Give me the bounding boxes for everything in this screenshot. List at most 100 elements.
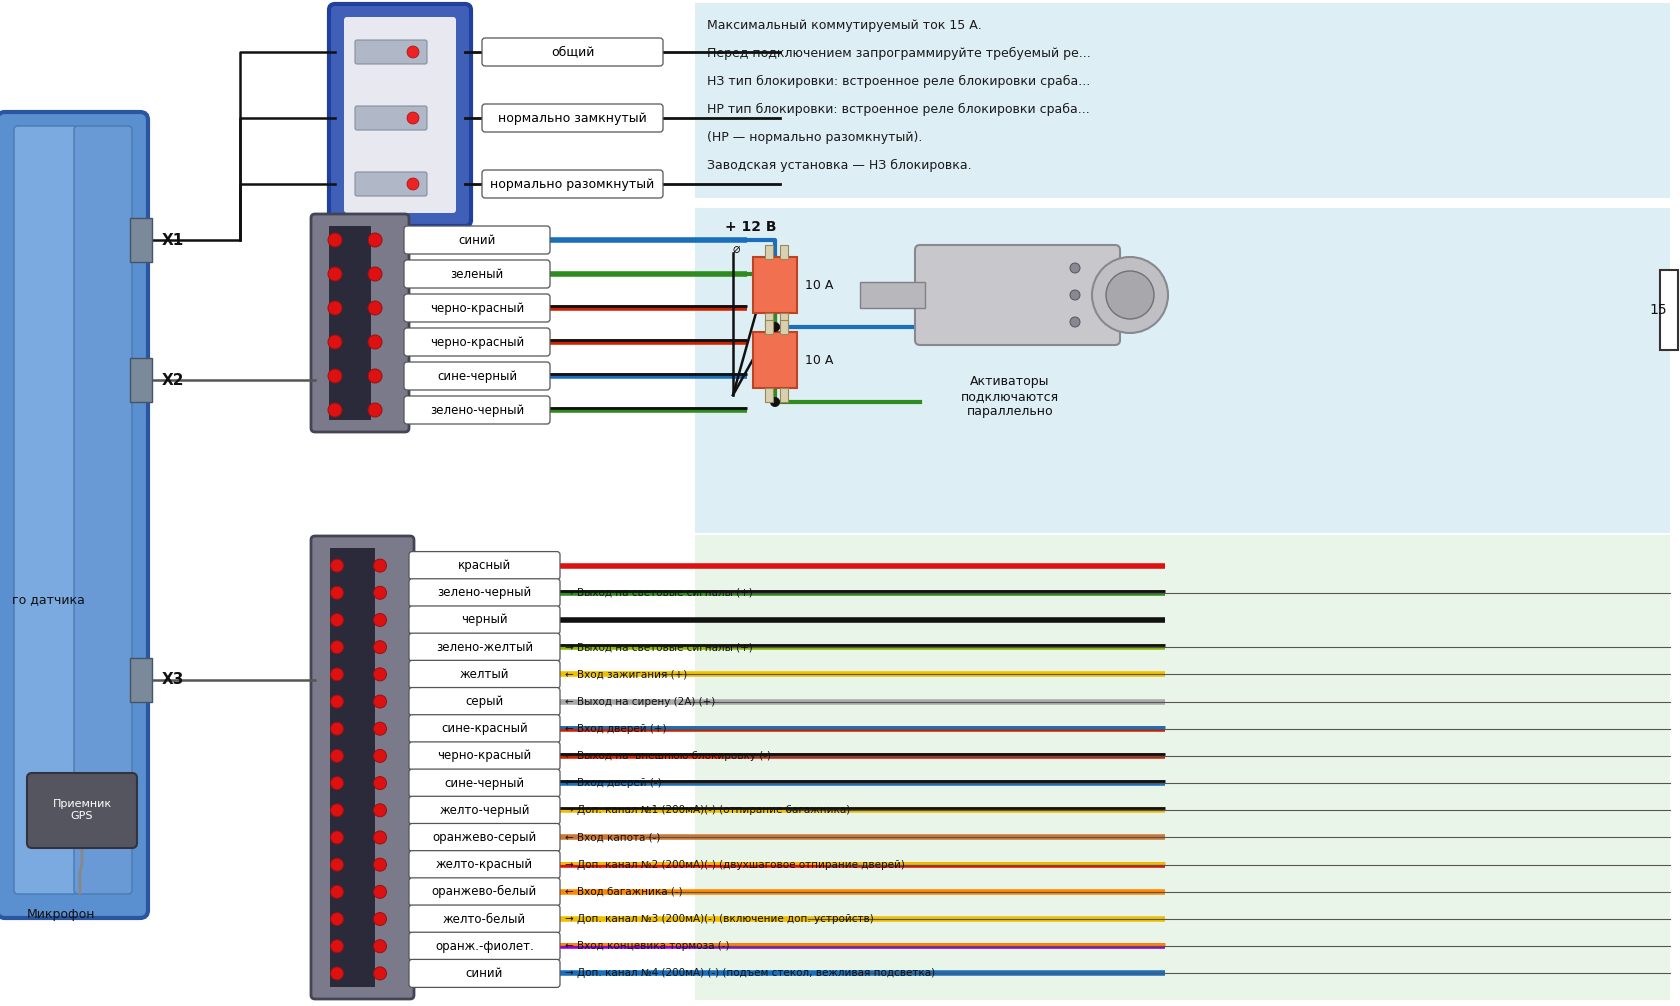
Text: оранжево-белый: оранжево-белый <box>432 885 538 898</box>
FancyBboxPatch shape <box>482 104 662 132</box>
Text: сине-красный: сине-красный <box>440 722 528 735</box>
FancyBboxPatch shape <box>403 396 549 424</box>
Bar <box>329 226 371 420</box>
Text: ← Выход на сирену (2А) (+): ← Выход на сирену (2А) (+) <box>564 696 714 706</box>
Circle shape <box>373 967 386 980</box>
Circle shape <box>373 559 386 572</box>
FancyBboxPatch shape <box>403 260 549 288</box>
Circle shape <box>331 804 343 817</box>
FancyBboxPatch shape <box>403 362 549 390</box>
Text: нормально замкнутый: нормально замкнутый <box>497 112 647 125</box>
Text: черный: черный <box>460 614 507 627</box>
Bar <box>329 548 375 987</box>
Bar <box>780 245 788 259</box>
Circle shape <box>373 641 386 654</box>
FancyBboxPatch shape <box>0 112 148 918</box>
FancyBboxPatch shape <box>408 578 559 607</box>
Circle shape <box>407 112 418 124</box>
Bar <box>753 257 796 313</box>
Text: НЗ тип блокировки: встроенное реле блокировки сраба...: НЗ тип блокировки: встроенное реле блоки… <box>707 75 1090 89</box>
FancyBboxPatch shape <box>354 106 427 130</box>
Text: желто-белый: желто-белый <box>442 912 526 926</box>
FancyBboxPatch shape <box>403 294 549 322</box>
Text: → Доп. канал №3 (200мА)(-) (включение доп. устройств): → Доп. канал №3 (200мА)(-) (включение до… <box>564 914 874 925</box>
FancyBboxPatch shape <box>408 551 559 579</box>
Circle shape <box>373 858 386 871</box>
Text: сине-черный: сине-черный <box>437 369 517 382</box>
Circle shape <box>331 668 343 681</box>
Text: синий: синий <box>465 967 502 980</box>
Bar <box>129 358 151 402</box>
Circle shape <box>373 695 386 708</box>
FancyBboxPatch shape <box>408 960 559 988</box>
FancyBboxPatch shape <box>403 328 549 356</box>
Text: зелено-желтый: зелено-желтый <box>435 641 533 654</box>
Circle shape <box>1070 317 1079 327</box>
Circle shape <box>331 885 343 898</box>
Bar <box>694 208 1668 533</box>
Circle shape <box>368 267 381 281</box>
Bar <box>860 282 924 308</box>
Circle shape <box>373 804 386 817</box>
Circle shape <box>373 668 386 681</box>
Circle shape <box>331 614 343 627</box>
Bar <box>764 313 773 327</box>
FancyBboxPatch shape <box>408 741 559 770</box>
FancyBboxPatch shape <box>13 126 77 894</box>
Circle shape <box>407 178 418 190</box>
Text: 10 А: 10 А <box>805 353 833 366</box>
Circle shape <box>373 912 386 926</box>
Text: черно-красный: черно-красный <box>437 749 531 763</box>
Circle shape <box>368 233 381 247</box>
Bar <box>764 320 773 334</box>
Bar <box>1660 270 1677 350</box>
Text: Приемник
GPS: Приемник GPS <box>52 799 111 821</box>
Bar <box>694 3 1668 198</box>
Circle shape <box>331 940 343 953</box>
Bar <box>764 245 773 259</box>
FancyBboxPatch shape <box>408 933 559 960</box>
Text: ← Вход капота (-): ← Вход капота (-) <box>564 833 660 842</box>
Circle shape <box>331 967 343 980</box>
Circle shape <box>373 777 386 790</box>
FancyBboxPatch shape <box>408 714 559 742</box>
Text: Активаторы
подключаются
параллельно: Активаторы подключаются параллельно <box>961 375 1058 418</box>
Text: X3: X3 <box>161 672 185 687</box>
Text: оранжево-серый: оранжево-серый <box>432 831 536 844</box>
Text: черно-красный: черно-красный <box>430 335 524 348</box>
Circle shape <box>1070 263 1079 273</box>
Text: 10 А: 10 А <box>805 279 833 292</box>
Text: → Доп. канал №1 (200мА)(-) (отпирание багажника): → Доп. канал №1 (200мА)(-) (отпирание ба… <box>564 805 850 815</box>
Circle shape <box>373 586 386 600</box>
Text: зелено-черный: зелено-черный <box>437 586 531 600</box>
Text: 15: 15 <box>1648 303 1667 317</box>
Circle shape <box>331 831 343 844</box>
Bar <box>129 658 151 702</box>
Text: + 12 В: + 12 В <box>724 220 776 234</box>
FancyBboxPatch shape <box>408 797 559 824</box>
Circle shape <box>368 301 381 315</box>
Text: ← Вход зажигания (+): ← Вход зажигания (+) <box>564 669 687 679</box>
Circle shape <box>328 369 341 383</box>
Circle shape <box>373 749 386 763</box>
Text: Заводская установка — НЗ блокировка.: Заводская установка — НЗ блокировка. <box>707 159 971 172</box>
FancyBboxPatch shape <box>344 17 455 213</box>
Text: красный: красный <box>457 559 511 572</box>
Circle shape <box>328 233 341 247</box>
Text: Микрофон: Микрофон <box>27 908 96 921</box>
Circle shape <box>373 831 386 844</box>
Text: ← Вход дверей (+): ← Вход дверей (+) <box>564 723 665 733</box>
Circle shape <box>368 335 381 349</box>
Bar <box>694 535 1668 1000</box>
Text: ← Вход концевика тормоза (-): ← Вход концевика тормоза (-) <box>564 942 729 952</box>
Circle shape <box>373 940 386 953</box>
FancyBboxPatch shape <box>408 660 559 688</box>
Text: Перед подключением запрограммируйте требуемый ре...: Перед подключением запрограммируйте треб… <box>707 47 1090 60</box>
Circle shape <box>368 403 381 417</box>
Text: желтый: желтый <box>459 668 509 681</box>
FancyBboxPatch shape <box>329 4 470 226</box>
FancyBboxPatch shape <box>408 878 559 905</box>
Text: → Выход на световые сигналы (+): → Выход на световые сигналы (+) <box>564 588 753 598</box>
Text: зеленый: зеленый <box>450 268 504 281</box>
Circle shape <box>407 46 418 58</box>
